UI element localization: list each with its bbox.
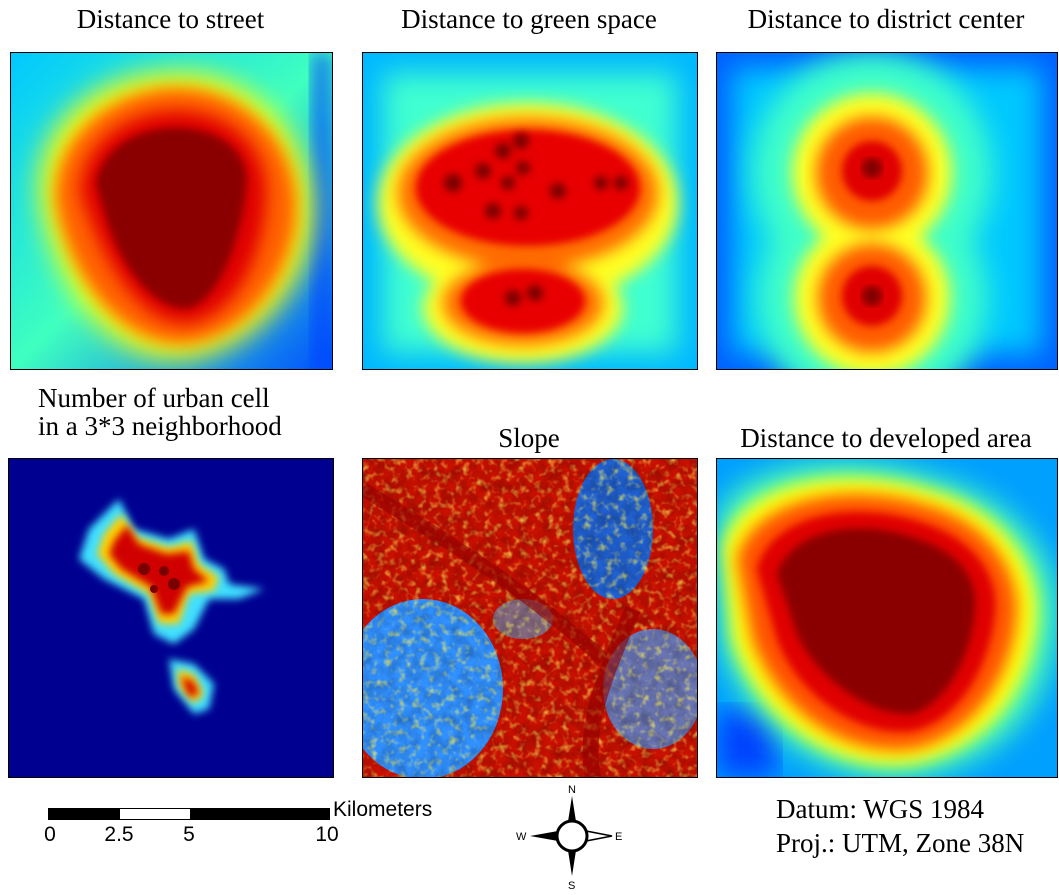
scale-bar-unit: Kilometers xyxy=(333,798,433,821)
panel-title-urban-cells-line1: Number of urban cell xyxy=(38,383,270,413)
projection-label: Proj.: UTM, Zone 38N xyxy=(776,828,1025,858)
map-slope xyxy=(362,458,698,778)
panel-title-green-space: Distance to green space xyxy=(401,4,657,34)
map-distance-to-district-center xyxy=(716,52,1058,370)
datum-label: Datum: WGS 1984 xyxy=(776,794,984,824)
map-distance-to-developed-area xyxy=(716,458,1058,778)
scale-tick-label: 0 xyxy=(44,823,56,846)
scale-tick-label: 2.5 xyxy=(104,823,134,846)
panel-title-urban-cells: Number of urban cell in a 3*3 neighborho… xyxy=(38,383,282,441)
scale-tick-label: 10 xyxy=(315,823,339,846)
map-urban-cell-neighborhood xyxy=(8,458,334,778)
compass-east-label: E xyxy=(615,831,622,843)
scale-bar-segment xyxy=(190,808,330,820)
north-arrow-compass-icon: N S E W xyxy=(512,782,632,892)
compass-west-label: W xyxy=(516,831,527,843)
panel-title-district-center: Distance to district center xyxy=(747,4,1025,34)
panel-title-slope: Slope xyxy=(498,423,560,453)
scale-bar-segment xyxy=(48,808,120,820)
scale-bar-segment xyxy=(119,808,191,820)
panel-title-street: Distance to street xyxy=(76,4,265,34)
panel-title-developed-area: Distance to developed area xyxy=(740,423,1032,453)
map-distance-to-street xyxy=(10,52,333,370)
compass-south-label: S xyxy=(568,880,575,890)
compass-north-label: N xyxy=(568,784,576,796)
panel-title-urban-cells-line2: in a 3*3 neighborhood xyxy=(38,411,282,441)
scale-tick-label: 5 xyxy=(183,823,195,846)
map-distance-to-green-space xyxy=(362,52,698,370)
